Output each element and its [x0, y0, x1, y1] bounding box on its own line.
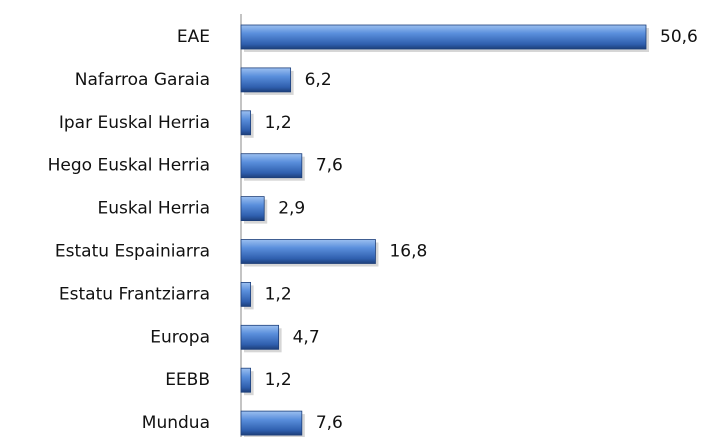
value-label: 1,2 — [265, 370, 292, 390]
bar — [240, 24, 647, 50]
category-label: Nafarroa Garaia — [75, 70, 210, 90]
value-label: 1,2 — [265, 113, 292, 133]
bar — [240, 239, 376, 264]
value-label: 2,9 — [278, 199, 305, 219]
bar — [240, 110, 252, 136]
category-label: Ipar Euskal Herria — [59, 113, 210, 133]
bar — [240, 153, 303, 179]
value-label: 7,6 — [316, 413, 343, 433]
value-label: 1,2 — [265, 284, 292, 304]
category-label: Mundua — [142, 413, 210, 433]
value-label: 50,6 — [660, 27, 698, 47]
bar — [240, 410, 303, 436]
category-label: Euskal Herria — [97, 199, 210, 219]
bar — [240, 196, 265, 222]
value-label: 4,7 — [293, 327, 320, 347]
value-label: 16,8 — [389, 242, 427, 262]
bar — [240, 324, 280, 350]
value-label: 6,2 — [305, 70, 332, 90]
category-label: EEBB — [165, 370, 210, 390]
value-label: 7,6 — [316, 156, 343, 176]
category-label: Estatu Espainiarra — [55, 242, 210, 262]
category-label: Europa — [150, 327, 210, 347]
bar — [240, 67, 292, 93]
category-label: EAE — [177, 27, 210, 47]
category-label: Estatu Frantziarra — [59, 284, 210, 304]
bar — [240, 281, 252, 307]
bar — [240, 367, 252, 393]
category-label: Hego Euskal Herria — [48, 156, 210, 176]
